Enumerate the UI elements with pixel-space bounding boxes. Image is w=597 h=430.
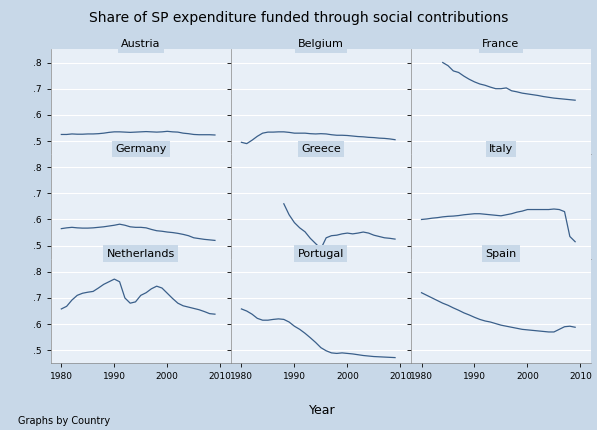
- Title: Portugal: Portugal: [298, 249, 344, 259]
- Title: France: France: [482, 40, 519, 49]
- Title: Spain: Spain: [485, 249, 516, 259]
- Title: Germany: Germany: [115, 144, 167, 154]
- Title: Greece: Greece: [301, 144, 341, 154]
- Text: Year: Year: [309, 404, 336, 417]
- Text: Graphs by Country: Graphs by Country: [18, 416, 110, 426]
- Title: Netherlands: Netherlands: [107, 249, 175, 259]
- Title: Austria: Austria: [121, 40, 161, 49]
- Text: Share of SP expenditure funded through social contributions: Share of SP expenditure funded through s…: [89, 11, 508, 25]
- Title: Belgium: Belgium: [298, 40, 344, 49]
- Title: Italy: Italy: [489, 144, 513, 154]
